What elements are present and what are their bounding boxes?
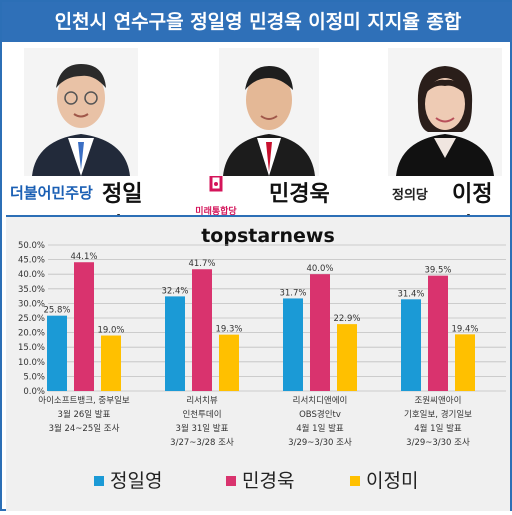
chart-panel: topstarnews 25.8% 32.4% 31.7% 31.4% 44.1% 41.… [6, 215, 510, 511]
data-label: 19.0% [97, 326, 124, 336]
bar [74, 262, 94, 391]
data-label: 41.7% [188, 259, 215, 269]
person-icon [388, 48, 502, 176]
y-tick-label: 20.0% [18, 329, 45, 339]
person-icon [24, 48, 138, 176]
chart-legend: 정일영 민경욱 이정미 [94, 466, 434, 496]
x-category-label: 리서치뷰 [186, 396, 217, 406]
y-tick-label: 45.0% [18, 256, 45, 266]
legend-swatch-1 [94, 476, 104, 486]
legend-label-3: 이정미 [366, 470, 419, 492]
data-label: 22.9% [333, 314, 360, 324]
party-emblem-icon [209, 174, 223, 192]
bar [310, 274, 330, 391]
x-category-label: 3월 31일 발표 [176, 423, 229, 434]
bar [337, 324, 357, 391]
candidate-2-photo [219, 48, 319, 176]
x-category-label: 3/29~3/30 조사 [406, 438, 470, 448]
chart-x-categories: 아이소프트뱅크, 중부일보 3월 26일 발표 3월 24~25일 조사 리서치뷰인천… [38, 395, 472, 448]
y-tick-label: 50.0% [18, 241, 45, 251]
data-label: 39.5% [424, 266, 451, 276]
y-tick-label: 35.0% [18, 285, 45, 295]
person-icon [219, 48, 319, 176]
x-category-label: OBS경인tv [299, 409, 341, 420]
party-logo-united-future: 미래통합당 [191, 174, 241, 217]
bar [283, 298, 303, 391]
x-category-label: 4월 1일 발표 [414, 423, 462, 434]
legend-label-2: 민경욱 [242, 470, 295, 492]
candidate-2-card: 미래통합당 민경욱 [183, 48, 333, 217]
data-label: 44.1% [70, 252, 97, 262]
x-category-label: 리서치디앤에이 [293, 395, 348, 406]
chart-data-labels: 25.8% 32.4% 31.7% 31.4% 44.1% 41.7% 40.0% 39.5%… [43, 252, 478, 335]
data-label: 40.0% [306, 264, 333, 274]
candidate-3-card: 정의당 이정미 [360, 48, 510, 239]
x-category-label: 조원씨앤아이 [415, 395, 462, 406]
party-name-united-future: 미래통합당 [195, 207, 237, 217]
chart-y-ticks: 0.0% 5.0% 10.0% 15.0% 20.0% 25.0% 30.0% 35.0% 40… [18, 241, 45, 397]
bar [401, 299, 421, 391]
bar [47, 315, 67, 391]
y-tick-label: 10.0% [18, 358, 45, 368]
legend-swatch-3 [350, 476, 360, 486]
x-category-label: 4월 1일 발표 [296, 423, 344, 434]
party-logo-democratic: 더불어민주당 [10, 184, 93, 202]
bar [165, 296, 185, 391]
bar [219, 334, 239, 391]
candidate-2-name: 민경욱 [269, 182, 330, 207]
x-category-label: 기호일보, 경기일보 [404, 409, 472, 420]
data-label: 25.8% [43, 306, 70, 316]
legend-swatch-2 [226, 476, 236, 486]
y-tick-label: 15.0% [18, 343, 45, 353]
legend-label-1: 정일영 [110, 470, 163, 492]
x-category-label: 아이소프트뱅크, 중부일보 [38, 395, 130, 406]
bar-chart: topstarnews 25.8% 32.4% 31.7% 31.4% 44.1% 41.… [18, 225, 506, 448]
x-category-label: 3/29~3/30 조사 [288, 438, 352, 448]
bar [455, 334, 475, 391]
x-category-label: 인천투데이 [182, 409, 221, 420]
party-logo-justice: 정의당 [392, 188, 428, 203]
y-tick-label: 40.0% [18, 270, 45, 280]
candidate-3-photo [388, 48, 502, 176]
bar [192, 269, 212, 391]
candidate-1-photo [24, 48, 138, 176]
data-label: 19.4% [451, 324, 478, 334]
y-tick-label: 30.0% [18, 299, 45, 309]
data-label: 31.4% [397, 289, 424, 299]
chart-bars [47, 262, 475, 391]
y-tick-label: 25.0% [18, 314, 45, 324]
x-category-label: 3월 26일 발표 [58, 409, 111, 420]
y-tick-label: 5.0% [23, 372, 45, 382]
page-title: 인천시 연수구을 정일영 민경욱 이정미 지지율 종합 [2, 2, 512, 42]
x-category-label: 3/27~3/28 조사 [170, 438, 234, 448]
candidate-1-card: 더불어민주당 정일영 [6, 48, 156, 239]
brand-logo: topstarnews [201, 225, 335, 247]
bar [428, 275, 448, 391]
data-label: 19.3% [215, 325, 242, 335]
x-category-label: 3월 24~25일 조사 [49, 423, 120, 434]
y-tick-label: 0.0% [23, 387, 45, 397]
data-label: 31.7% [279, 288, 306, 298]
bar [101, 335, 121, 391]
data-label: 32.4% [161, 286, 188, 296]
